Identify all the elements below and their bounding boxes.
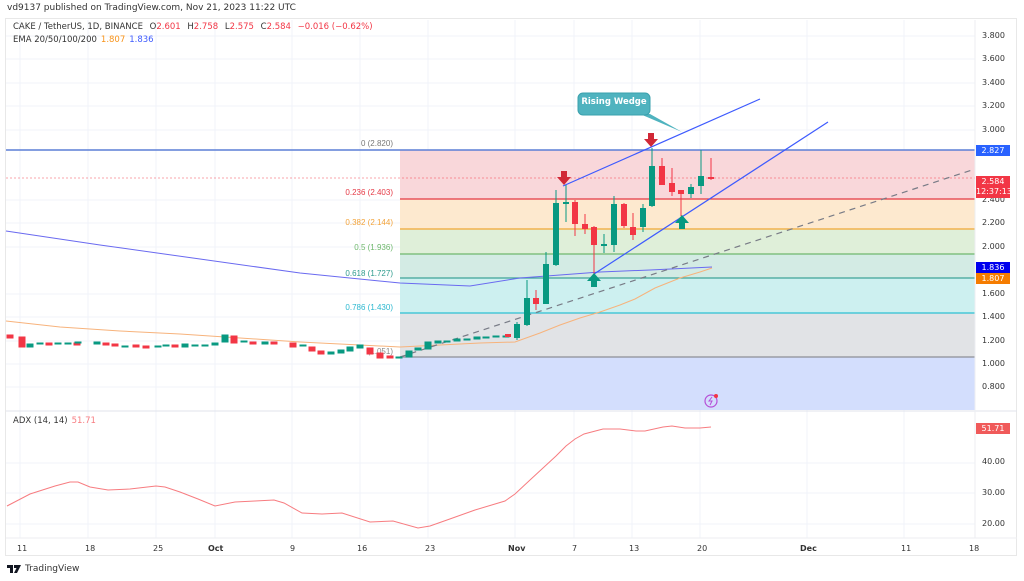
svg-text:(1.051): (1.051) xyxy=(368,347,394,356)
svg-text:0.5 (1.936): 0.5 (1.936) xyxy=(354,243,393,252)
ema-orange-line xyxy=(5,267,713,348)
support-trendline[interactable] xyxy=(399,168,976,358)
adx-label: ADX (14, 14) xyxy=(13,416,68,426)
buy-arrow-1 xyxy=(587,273,601,287)
svg-text:0.786 (1.430): 0.786 (1.430) xyxy=(345,303,393,312)
lightning-icon[interactable] xyxy=(704,394,718,408)
rising-wedge-callout[interactable] xyxy=(577,92,682,132)
wedge-upper-line[interactable] xyxy=(562,98,761,187)
low-value: 2.575 xyxy=(229,22,254,32)
ema-value-2: 1.836 xyxy=(129,35,154,45)
fibonacci-retracement[interactable]: 0 (2.820) 0.236 (2.403) 0.382 (2.144) 0.… xyxy=(6,139,975,410)
adx-tag: 51.71 xyxy=(976,423,1010,434)
sell-arrow-1 xyxy=(557,171,571,185)
wedge-lower-line[interactable] xyxy=(593,121,829,275)
svg-text:0.618 (1.727): 0.618 (1.727) xyxy=(345,269,393,278)
svg-text:0.382 (2.144): 0.382 (2.144) xyxy=(345,218,393,227)
buy-arrow-2 xyxy=(675,215,689,229)
symbol-name: CAKE / TetherUS, 1D, BINANCE xyxy=(13,22,143,32)
ema-blue-line xyxy=(5,230,713,287)
ema-blue-tag: 1.836 xyxy=(976,262,1010,273)
countdown: 12:37:13 xyxy=(976,187,1012,196)
tradingview-brand[interactable]: TradingView xyxy=(7,564,79,574)
ema-legend[interactable]: EMA 20/50/100/200 1.807 1.836 xyxy=(13,35,158,45)
adx-legend[interactable]: ADX (14, 14) 51.71 xyxy=(13,416,100,426)
fib-top-price-tag: 2.827 xyxy=(976,145,1010,156)
symbol-legend[interactable]: CAKE / TetherUS, 1D, BINANCE O2.601 H2.7… xyxy=(13,22,373,32)
ema-label: EMA 20/50/100/200 xyxy=(13,35,97,45)
chart-frame xyxy=(5,18,1017,556)
high-value: 2.758 xyxy=(193,22,219,32)
tradingview-logo-icon xyxy=(7,565,21,573)
adx-line xyxy=(6,425,712,529)
open-value: 2.601 xyxy=(156,22,181,32)
ema-value-1: 1.807 xyxy=(100,35,126,45)
ema-orange-tag: 1.807 xyxy=(976,273,1010,284)
svg-text:0 (2.820): 0 (2.820) xyxy=(361,139,393,148)
svg-text:0.236 (2.403): 0.236 (2.403) xyxy=(345,188,393,197)
rising-wedge-label: Rising Wedge xyxy=(581,97,647,107)
last-price-tag: 2.584 12:37:13 xyxy=(976,176,1012,198)
sell-arrow-2 xyxy=(644,133,658,147)
adx-value: 51.71 xyxy=(71,416,96,426)
published-caption: vd9137 published on TradingView.com, Nov… xyxy=(7,3,296,13)
candlesticks[interactable] xyxy=(6,148,714,359)
close-value: 2.584 xyxy=(266,22,291,32)
change-value: −0.016 (−0.62%) xyxy=(297,22,373,32)
